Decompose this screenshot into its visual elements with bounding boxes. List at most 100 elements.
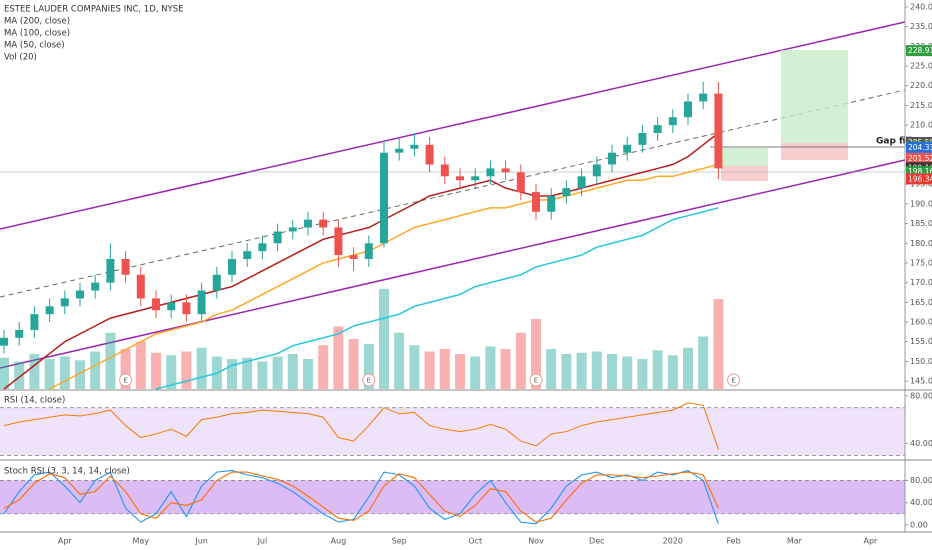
volume-bar [607,354,617,389]
candle-body [319,219,328,228]
candle-body [380,152,388,244]
candle-body [364,243,373,260]
y-tick-label: 40.00 [910,498,932,507]
candle-body [243,251,252,260]
x-tick-label: Jun [194,537,208,546]
y-tick-label: 185.00 [910,219,932,228]
volume-bar [151,352,161,389]
candle-body [15,329,24,338]
volume-bar [698,336,709,389]
stoch-title: Stoch RSI (3, 3, 14, 14, close) [4,467,130,477]
moving-average [155,207,719,390]
candle-body [76,290,84,299]
y-tick-label: 150.00 [910,357,932,366]
candle-body [592,164,601,177]
volume-bar [379,289,389,389]
moving-average [3,132,719,390]
volume-bar [667,355,678,389]
x-tick-label: Oct [468,537,482,546]
volume-bar [652,350,663,389]
candle-body [532,192,540,212]
candle-body [106,259,115,283]
y-tick-label: 80.00 [910,476,932,485]
volume-bar [348,339,359,389]
candle-body [638,132,647,145]
short-stop-zone [721,166,768,181]
volume-bar [576,352,587,389]
channel-middle [0,89,905,298]
earnings-marker [529,373,543,387]
long-target-zone [781,50,848,143]
y-tick-label: 160.00 [910,318,932,327]
y-tick-label: 145.00 [910,377,932,386]
y-tick-label: 240.00 [910,2,932,11]
y-tick-label: 215.00 [910,101,932,110]
x-tick-label: Feb [727,537,741,546]
price-label-box [906,45,932,57]
price-label-box [906,141,932,153]
candle-body [608,152,616,165]
volume-bar [622,356,633,389]
candle-body [152,298,160,311]
volume-bar [409,345,420,389]
x-tick-label: Mar [787,537,803,546]
candle-body [167,302,176,311]
volume-bar [227,359,237,389]
volume-bar [470,356,481,389]
volume-bar [29,354,40,389]
candle-body [547,196,556,212]
candle-body [182,302,191,315]
y-tick-label: 155.00 [910,337,932,346]
legend-volume: Vol (20) [4,53,37,63]
stoch-line [3,469,719,525]
channel-upper [0,21,905,230]
candle-body [684,101,692,118]
earnings-label: E [534,377,538,385]
volume-bar [561,354,572,389]
short-target-zone [721,148,768,166]
volume-bar [515,332,526,389]
volume-bar [272,356,283,389]
volume-bar [105,332,116,389]
candle-body [258,243,267,252]
volume-bar [181,351,192,389]
price-label-box [906,153,932,165]
candle-body [273,231,282,244]
x-tick-label: Nov [528,537,544,546]
gap-fill-label: Gap fill [876,137,912,147]
candle-body [45,306,54,315]
candle-body [714,93,723,169]
price-label: 201.52 [908,154,932,163]
channel-lower [0,159,905,369]
y-tick-label: 165.00 [910,298,932,307]
candle-body [562,188,571,196]
candle-body [121,259,130,275]
volume-bar [59,356,70,389]
x-tick-label: 2020 [663,537,683,546]
legend-ma200: MA (200, close) [4,17,70,27]
legend-ma100: MA (100, close) [4,29,70,39]
candle-body [212,274,221,291]
volume-bar [166,355,177,389]
volume-bar [318,345,329,389]
candle-body [456,176,464,181]
rsi-line [3,402,719,450]
candle-body [91,282,100,291]
earnings-label: E [123,377,127,385]
price-label: 196.34 [908,174,932,183]
volume-bar [439,349,450,389]
level-band [0,407,905,456]
x-tick-label: Apr [58,537,73,546]
volume-bar [591,351,602,389]
volume-bar [363,344,374,389]
candle-body [395,148,404,153]
y-tick-label: 175.00 [910,258,932,267]
volume-bar [485,346,496,389]
stoch-line [3,471,719,523]
volume-bar [0,357,9,389]
y-tick-label: 225.00 [910,62,932,71]
x-tick-label: Dec [589,537,604,546]
volume-bar [531,319,541,389]
